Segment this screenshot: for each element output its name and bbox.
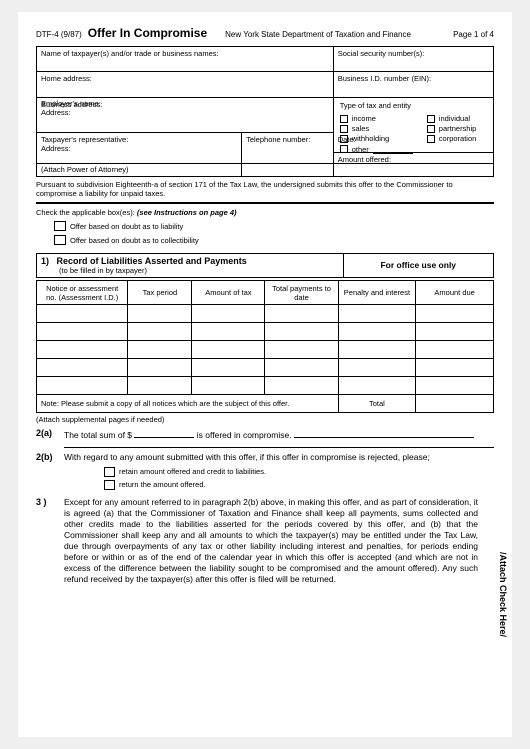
- check-instruction: Check the applicable box(es): (see Instr…: [36, 208, 494, 217]
- liabilities-table: Notice or assessment no. (Assessment I.D…: [36, 280, 494, 413]
- ein-field[interactable]: Business I.D. number (EIN):: [334, 72, 494, 98]
- section-2a: 2(a) The total sum of $ is offered in co…: [36, 428, 494, 441]
- table-note: Note: Please submit a copy of all notice…: [37, 395, 339, 413]
- office-use-label: For office use only: [343, 254, 493, 277]
- income-checkbox[interactable]: [340, 115, 348, 123]
- section-1: 1) Record of Liabilities Asserted and Pa…: [36, 253, 494, 278]
- table-row[interactable]: [37, 377, 494, 395]
- header: DTF-4 (9/87) Offer In Compromise New Yor…: [36, 26, 494, 40]
- department: New York State Department of Taxation an…: [225, 30, 411, 39]
- date-field[interactable]: Date:: [334, 133, 493, 153]
- individual-checkbox[interactable]: [427, 115, 435, 123]
- section-2b: 2(b) With regard to any amount submitted…: [36, 452, 494, 491]
- section-3: 3 ) Except for any amount referred to in…: [36, 497, 494, 585]
- return-checkbox[interactable]: [104, 480, 115, 490]
- form-title: Offer In Compromise: [88, 26, 207, 40]
- form-page: DTF-4 (9/87) Offer In Compromise New Yor…: [18, 12, 512, 737]
- amount-offered-field[interactable]: Amount offered:: [334, 153, 493, 175]
- table-row[interactable]: [37, 323, 494, 341]
- col-period: Tax period: [128, 281, 192, 305]
- table-row[interactable]: [37, 359, 494, 377]
- home-address-field[interactable]: Home address:: [36, 72, 334, 98]
- pursuant-text: Pursuant to subdivision Eighteenth-a of …: [36, 180, 494, 198]
- sales-checkbox[interactable]: [340, 125, 348, 133]
- table-row[interactable]: [37, 305, 494, 323]
- employer-field[interactable]: Employer's name: Address:: [36, 97, 334, 133]
- representative-field[interactable]: Taxpayer's representative: Address: (Att…: [36, 133, 242, 177]
- col-due: Amount due: [416, 281, 494, 305]
- attach-check-label: /Attach Check Here/: [498, 552, 508, 637]
- sum-blank[interactable]: [134, 428, 194, 438]
- total-label: Total: [338, 395, 416, 413]
- attach-supplemental: (Attach supplemental pages if needed): [36, 415, 494, 424]
- col-amount: Amount of tax: [192, 281, 265, 305]
- retain-checkbox[interactable]: [104, 467, 115, 477]
- page-number: Page 1 of 4: [453, 30, 494, 39]
- form-code: DTF-4 (9/87): [36, 30, 82, 39]
- col-payments: Total payments to date: [265, 281, 338, 305]
- col-notice: Notice or assessment no. (Assessment I.D…: [37, 281, 128, 305]
- ssn-field[interactable]: Social security number(s):: [334, 46, 494, 72]
- col-penalty: Penalty and interest: [338, 281, 416, 305]
- total-cell[interactable]: [416, 395, 494, 413]
- collectibility-checkbox[interactable]: [54, 235, 66, 245]
- name-field[interactable]: Name of taxpayer(s) and/or trade or busi…: [36, 46, 334, 72]
- field-grid: Name of taxpayer(s) and/or trade or busi…: [36, 46, 494, 177]
- telephone-field[interactable]: Telephone number:: [242, 133, 334, 177]
- date-amount-box: Date: Amount offered:: [334, 133, 494, 177]
- liability-checkbox[interactable]: [54, 221, 66, 231]
- compromise-blank[interactable]: [294, 428, 474, 438]
- partnership-checkbox[interactable]: [427, 125, 435, 133]
- table-row[interactable]: [37, 341, 494, 359]
